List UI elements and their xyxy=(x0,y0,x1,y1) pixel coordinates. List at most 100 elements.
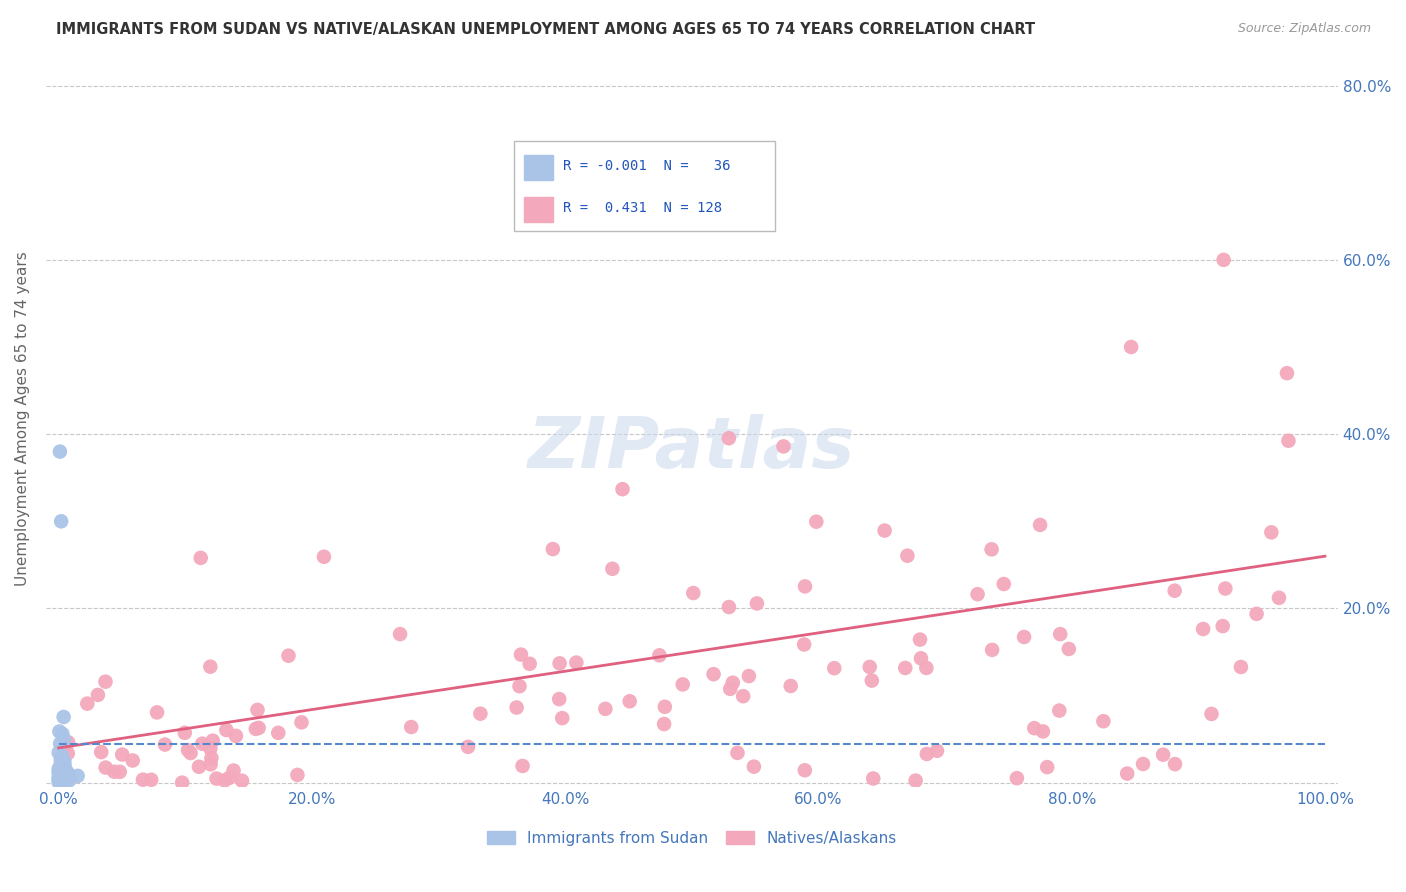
Point xyxy=(980,542,1002,557)
Point xyxy=(180,746,202,760)
Point xyxy=(1132,757,1154,772)
Point xyxy=(981,643,1004,657)
Point xyxy=(1212,619,1234,633)
Point xyxy=(58,771,80,785)
Point xyxy=(966,587,988,601)
Point xyxy=(49,757,72,772)
Point xyxy=(772,439,794,453)
Point xyxy=(915,747,938,761)
Point xyxy=(51,771,73,785)
Point xyxy=(87,688,110,702)
Point xyxy=(56,735,79,749)
Point xyxy=(200,751,222,765)
Point xyxy=(896,549,918,563)
Point xyxy=(58,773,80,788)
Point xyxy=(205,772,228,786)
Point xyxy=(873,524,896,538)
Point xyxy=(399,720,422,734)
Bar xyxy=(524,155,553,180)
Point xyxy=(1192,622,1215,636)
Point xyxy=(1116,766,1139,780)
Point xyxy=(1121,340,1143,354)
Point xyxy=(48,724,70,739)
Point xyxy=(290,715,312,730)
Point xyxy=(915,661,938,675)
Point xyxy=(49,773,72,788)
Point xyxy=(153,738,176,752)
Point xyxy=(190,550,212,565)
Point xyxy=(718,681,741,696)
Point xyxy=(48,765,70,780)
Text: R =  0.431  N = 128: R = 0.431 N = 128 xyxy=(564,202,723,215)
Point xyxy=(470,706,492,721)
Point xyxy=(672,677,695,691)
Point xyxy=(231,773,253,788)
Point xyxy=(215,723,238,737)
Point xyxy=(172,775,194,789)
Point xyxy=(548,657,571,671)
Point xyxy=(612,482,634,496)
Point xyxy=(51,749,73,764)
Point xyxy=(56,765,79,780)
Point xyxy=(48,775,70,789)
Point xyxy=(1260,525,1282,540)
Point xyxy=(859,660,882,674)
Point xyxy=(1036,760,1059,774)
Point xyxy=(146,706,169,720)
Point xyxy=(894,661,917,675)
Point xyxy=(510,648,533,662)
FancyBboxPatch shape xyxy=(513,142,775,231)
Point xyxy=(565,656,588,670)
Point xyxy=(48,772,70,787)
Point xyxy=(793,638,815,652)
Point xyxy=(1012,630,1035,644)
Point xyxy=(717,600,740,615)
Point xyxy=(457,739,479,754)
Point xyxy=(910,651,932,665)
Point xyxy=(267,726,290,740)
Point xyxy=(602,562,624,576)
Point xyxy=(908,632,931,647)
Point xyxy=(247,721,270,735)
Point xyxy=(738,669,761,683)
Point xyxy=(66,769,89,783)
Point xyxy=(53,732,76,747)
Point xyxy=(48,765,70,780)
Point xyxy=(1152,747,1174,762)
Point xyxy=(49,760,72,774)
Point xyxy=(509,679,531,693)
Point xyxy=(717,431,740,445)
Point xyxy=(1215,582,1237,596)
Point xyxy=(52,773,75,788)
Point xyxy=(1275,366,1298,380)
Point xyxy=(52,769,75,783)
Point xyxy=(214,773,236,788)
Point xyxy=(1246,607,1268,621)
Point xyxy=(246,703,269,717)
Point xyxy=(222,764,245,778)
Text: IMMIGRANTS FROM SUDAN VS NATIVE/ALASKAN UNEMPLOYMENT AMONG AGES 65 TO 74 YEARS C: IMMIGRANTS FROM SUDAN VS NATIVE/ALASKAN … xyxy=(56,22,1035,37)
Text: ZIPatlas: ZIPatlas xyxy=(529,414,855,483)
Point xyxy=(648,648,671,663)
Point xyxy=(512,759,534,773)
Point xyxy=(745,596,768,610)
Point xyxy=(200,741,222,756)
Point xyxy=(703,667,725,681)
Point xyxy=(132,772,155,787)
Point xyxy=(1163,583,1185,598)
Point xyxy=(779,679,801,693)
Point xyxy=(200,659,222,673)
Point xyxy=(595,702,617,716)
Point xyxy=(1164,757,1187,772)
Point xyxy=(51,769,73,783)
Point xyxy=(48,770,70,784)
Point xyxy=(48,767,70,781)
Point xyxy=(1032,724,1054,739)
Point xyxy=(108,764,131,779)
Bar xyxy=(524,197,553,222)
Y-axis label: Unemployment Among Ages 65 to 74 years: Unemployment Among Ages 65 to 74 years xyxy=(15,252,30,586)
Point xyxy=(52,710,75,724)
Point xyxy=(48,746,70,760)
Point xyxy=(103,764,125,779)
Point xyxy=(51,727,73,741)
